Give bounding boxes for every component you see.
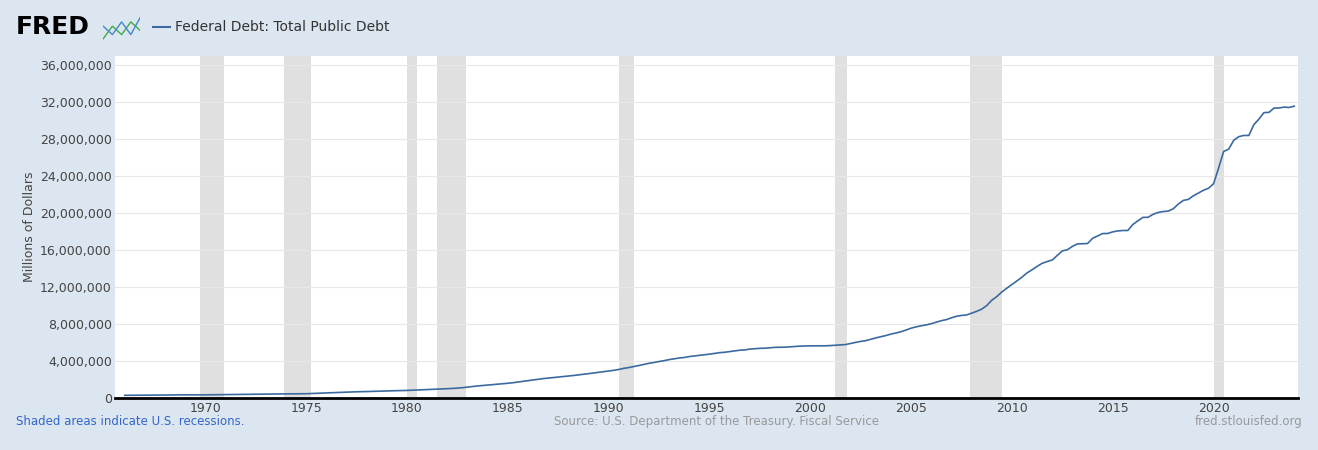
Text: Federal Debt: Total Public Debt: Federal Debt: Total Public Debt [175, 20, 390, 34]
Text: Shaded areas indicate U.S. recessions.: Shaded areas indicate U.S. recessions. [16, 415, 244, 428]
Text: FRED: FRED [16, 15, 90, 39]
Bar [836, 56, 847, 398]
Bar [407, 56, 416, 398]
Bar [438, 56, 465, 398]
Bar [618, 56, 634, 398]
Bar [1214, 56, 1223, 398]
Text: Source: U.S. Department of the Treasury. Fiscal Service: Source: U.S. Department of the Treasury.… [554, 415, 879, 428]
Text: fred.stlouisfed.org: fred.stlouisfed.org [1194, 415, 1302, 428]
Bar [970, 56, 1002, 398]
Bar [200, 56, 224, 398]
Bar [285, 56, 311, 398]
Y-axis label: Millions of Dollars: Millions of Dollars [22, 172, 36, 283]
